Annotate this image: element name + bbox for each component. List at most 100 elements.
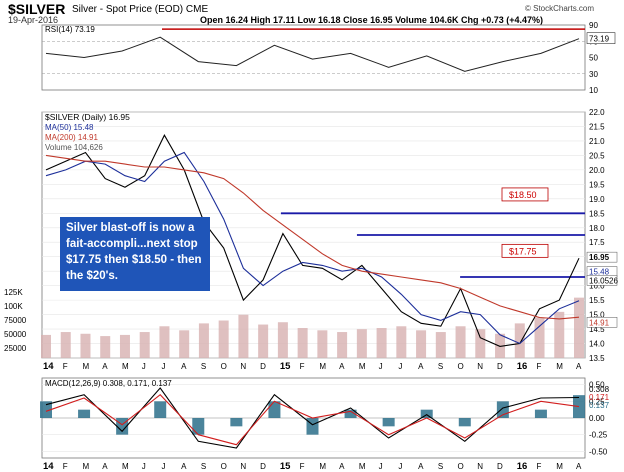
x-tick-label-bottom: 15 (280, 461, 291, 472)
volume-bar (574, 297, 584, 358)
volume-bar (416, 330, 427, 358)
macd-histogram-bar (496, 401, 509, 418)
macd-tick-label: -0.50 (589, 447, 608, 456)
volume-bar (179, 330, 190, 358)
x-tick-label: D (497, 362, 503, 371)
x-tick-label: M (359, 362, 366, 371)
x-tick-label: A (102, 362, 108, 371)
price-right-label: 15.48 (589, 268, 610, 277)
price-tick-label: 20.5 (589, 151, 605, 160)
x-tick-label-bottom: A (576, 462, 582, 471)
macd-histogram-bar (230, 418, 243, 427)
symbol-title: $SILVER (8, 1, 66, 17)
x-tick-label-bottom: J (142, 462, 146, 471)
macd-histogram-bar (116, 418, 129, 435)
x-tick-label-bottom: F (537, 462, 542, 471)
macd-tick-label: -0.25 (589, 431, 608, 440)
x-tick-label-bottom: F (300, 462, 305, 471)
macd-histogram-bar (78, 409, 91, 418)
x-tick-label-bottom: D (497, 462, 503, 471)
price-tick-label: 21.0 (589, 137, 605, 146)
volume-tick-label: 25000 (4, 344, 27, 353)
rsi-title: RSI(14) 73.19 (45, 25, 95, 34)
rsi-line (45, 36, 580, 72)
x-tick-label: A (339, 362, 345, 371)
brand-watermark: © StockCharts.com (525, 4, 595, 13)
chart-date: 19-Apr-2016 (8, 15, 59, 25)
macd-right-label: 0.171 (589, 393, 610, 402)
macd-tick-label: 0.50 (589, 381, 605, 390)
macd-signal-line (45, 393, 580, 446)
volume-bar (396, 326, 407, 358)
x-tick-label-bottom: M (82, 462, 89, 471)
macd-histogram-bar (192, 418, 205, 435)
x-tick-label-bottom: 16 (517, 461, 528, 472)
x-tick-label: M (319, 362, 326, 371)
x-tick-label-bottom: N (240, 462, 246, 471)
panel-frame-rsi (41, 24, 586, 91)
x-tick-label: J (142, 362, 146, 371)
price-right-label-box (586, 251, 618, 263)
macd-histogram-bar (306, 418, 319, 435)
price-tick-label: 13.5 (589, 354, 605, 363)
x-tick-label-bottom: A (339, 462, 345, 471)
ohlc-readout: Open 16.24 High 17.11 Low 16.18 Close 16… (200, 15, 543, 25)
x-tick-label-bottom: 14 (43, 461, 54, 472)
macd-histogram-bar (40, 401, 52, 418)
x-tick-label: N (240, 362, 246, 371)
price-right-label-box (586, 317, 618, 328)
x-tick-label: O (221, 362, 227, 371)
volume-bar (80, 333, 91, 358)
macd-histogram-bar (534, 409, 547, 418)
price-tick-label: 15.0 (589, 311, 605, 320)
macd-tick-label: 0.25 (589, 397, 605, 406)
x-tick-label: A (181, 362, 187, 371)
price-tick-label: 18.0 (589, 224, 605, 233)
price-callout-box (501, 243, 549, 258)
x-tick-label: O (458, 362, 464, 371)
symbol-subtitle: Silver - Spot Price (EOD) CME (72, 4, 209, 15)
price-tick-label: 16.0 (589, 282, 605, 291)
price-callout-box (501, 187, 549, 202)
price-right-label: 16.95 (589, 253, 610, 262)
volume-bar (317, 330, 328, 358)
price-title: $SILVER (Daily) 16.95 (45, 112, 130, 122)
x-tick-label: A (418, 362, 424, 371)
volume-tick-label: 75000 (4, 316, 27, 325)
x-tick-label-bottom: M (319, 462, 326, 471)
legend-ma200: MA(200) 14.91 (45, 133, 98, 142)
volume-bar (60, 332, 71, 358)
volume-bar (356, 329, 367, 358)
x-tick-label: F (300, 362, 305, 371)
price-tick-label: 19.5 (589, 180, 605, 189)
x-tick-label-bottom: A (102, 462, 108, 471)
x-tick-label: N (477, 362, 483, 371)
volume-bar (376, 328, 387, 358)
x-tick-label: S (438, 362, 443, 371)
x-tick-label: 15 (280, 361, 291, 372)
macd-right-label: 0.308 (589, 385, 610, 394)
volume-bar (198, 323, 209, 358)
volume-bar (455, 326, 466, 358)
macd-histogram-bar (458, 418, 471, 427)
volume-bar (297, 328, 308, 358)
price-tick-label: 14.0 (589, 340, 605, 349)
price-tick-label: 17.5 (589, 238, 605, 247)
volume-bar (435, 332, 446, 358)
x-tick-label: M (556, 362, 563, 371)
x-tick-label-bottom: A (181, 462, 187, 471)
volume-bar (277, 322, 288, 358)
x-tick-label: D (260, 362, 266, 371)
price-tick-label: 14.5 (589, 325, 605, 334)
x-tick-label: F (63, 362, 68, 371)
volume-tick-label: 125K (4, 288, 23, 297)
annotation-callout: Silver blast-off is now a fait-accompli.… (60, 217, 210, 291)
volume-bar (475, 329, 486, 358)
x-tick-label: M (82, 362, 89, 371)
x-tick-label-bottom: F (63, 462, 68, 471)
x-tick-label-bottom: A (418, 462, 424, 471)
volume-bar (100, 336, 111, 358)
macd-histogram-bar (420, 409, 433, 418)
price-tick-label: 20.0 (589, 166, 605, 175)
macd-title: MACD(12,26,9) 0.308, 0.171, 0.137 (45, 379, 172, 388)
